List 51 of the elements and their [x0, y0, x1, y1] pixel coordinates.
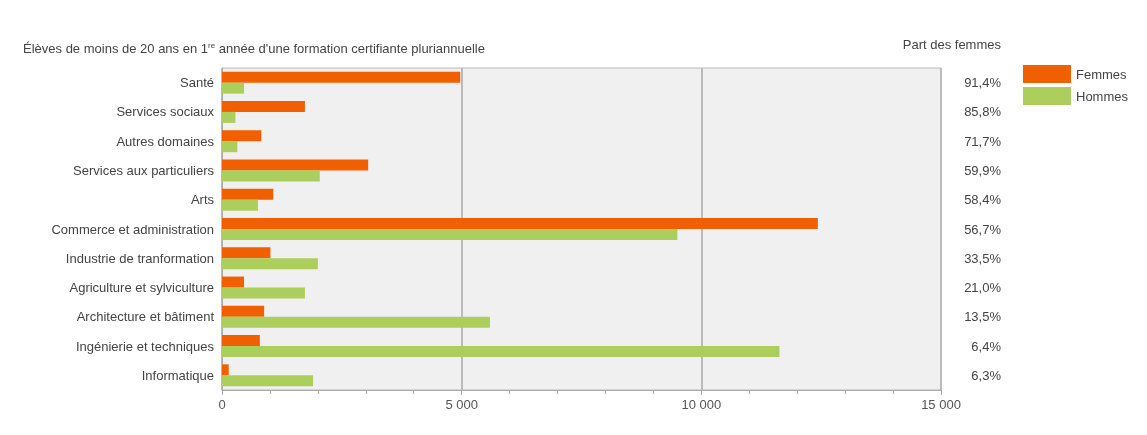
text: 33,5% [964, 250, 1002, 266]
x-tick-label: 15 000 [921, 397, 961, 412]
text: Part des femmes [902, 37, 1002, 52]
x-tick-label: 10 000 [681, 397, 722, 412]
y-tick-label: Commerce et administration [51, 221, 214, 237]
bar [222, 82, 245, 94]
bar [222, 218, 818, 229]
text: 13,5% [964, 309, 1002, 325]
y-tick-label: Services aux particuliers [73, 162, 215, 178]
y-tick-label: Agriculture et sylviculture [69, 280, 214, 296]
y-tick-label: Santé [180, 75, 214, 91]
y-tick-label: Services sociaux [116, 104, 215, 120]
bar [222, 305, 265, 317]
bar [222, 346, 780, 358]
bar [222, 141, 238, 153]
y-tick-label: Autres domaines [116, 133, 215, 149]
y-tick-label: Arts [190, 192, 215, 208]
bar [222, 170, 320, 182]
legend-label: Femmes [1076, 66, 1128, 82]
text: 56,7% [964, 221, 1002, 237]
y-tick-label: Architecture et bâtiment [76, 309, 215, 325]
bar [222, 111, 236, 123]
text: 85,8% [964, 104, 1002, 120]
bar [222, 335, 260, 347]
bar [222, 375, 314, 387]
text: 21,0% [964, 280, 1002, 296]
bar [222, 258, 318, 270]
bar [222, 247, 271, 259]
bar [222, 159, 369, 171]
text: 91,4% [964, 75, 1002, 91]
bar [222, 287, 305, 299]
bar [222, 276, 245, 288]
bar [222, 188, 274, 200]
bar [222, 364, 229, 376]
bar [222, 71, 461, 83]
y-tick-label: Industrie de tranformation [65, 250, 214, 266]
text: 6,3% [971, 367, 1002, 383]
y-tick-label: Informatique [141, 367, 214, 383]
bar [222, 130, 262, 142]
bar [222, 316, 490, 328]
legend-label: Hommes [1076, 88, 1129, 104]
x-tick-label: 0 [218, 397, 226, 412]
y-tick-label: Ingénierie et techniques [75, 338, 215, 354]
bar [222, 199, 258, 211]
text: 59,9% [964, 162, 1002, 178]
bar [222, 100, 305, 112]
text: 6,4% [971, 338, 1002, 354]
bar [222, 229, 678, 240]
text: 58,4% [964, 192, 1002, 208]
text: 71,7% [964, 133, 1002, 149]
x-tick-label: 5 000 [445, 397, 478, 412]
